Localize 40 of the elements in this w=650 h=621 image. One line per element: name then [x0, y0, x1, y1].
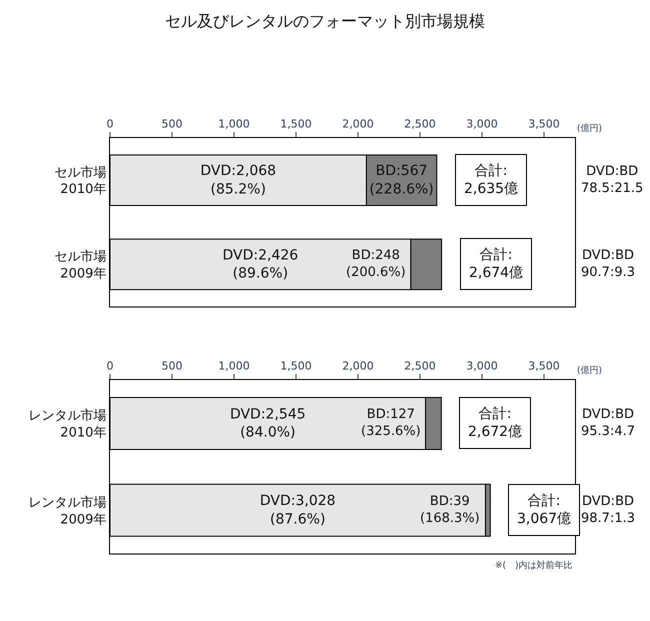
- x-tick-label: 3,500: [528, 360, 560, 373]
- y-tick-label: セル市場 2009年: [54, 249, 106, 282]
- x-tick-label: 500: [162, 118, 182, 131]
- data-label: BD:39 (168.3%): [420, 494, 480, 526]
- data-label: BD:127 (325.6%): [361, 407, 421, 439]
- y-tick-label: レンタル市場 2010年: [28, 408, 106, 440]
- x-tick-label: 0: [106, 118, 114, 131]
- text: DVD:BD 98.7:1.3: [581, 494, 635, 526]
- total-label: 合計: 2,672億: [468, 406, 522, 440]
- x-tick-label: 3,000: [466, 360, 498, 373]
- total-label: 合計: 2,635億: [464, 163, 518, 198]
- data-label: BD:248 (200.6%): [346, 248, 406, 280]
- x-tick-label: 2,000: [342, 360, 374, 373]
- x-tick-label: 2,500: [404, 118, 436, 131]
- data-label: DVD:2,068 (85.2%): [200, 163, 276, 198]
- x-tick-label: 0: [106, 360, 114, 373]
- x-tick-label: 1,000: [218, 360, 250, 373]
- x-tick-label: 1,500: [280, 360, 312, 373]
- x-tick-label: 500: [162, 360, 182, 373]
- total-label: 合計: 3,067億: [517, 493, 572, 528]
- text: DVD:BD 90.7:9.3: [581, 248, 635, 280]
- x-tick-label: 2,000: [342, 118, 374, 131]
- total-label: 合計: 2,674億: [469, 247, 524, 282]
- chart-title: セル及びレンタルのフォーマット別市場規模: [165, 12, 485, 31]
- data-label: BD:567 (228.6%): [369, 163, 434, 198]
- y-tick-label: セル市場 2010年: [54, 165, 106, 198]
- x-tick-label: 3,000: [466, 118, 498, 131]
- data-label: DVD:2,426 (89.6%): [222, 247, 298, 282]
- text: (億円): [577, 365, 602, 376]
- data-label: DVD:3,028 (87.6%): [260, 493, 336, 528]
- x-tick-label: 3,500: [528, 118, 560, 131]
- text: ※( )内は対前年比: [495, 560, 573, 571]
- y-tick-label: レンタル市場 2009年: [28, 495, 106, 528]
- text: (億円): [577, 123, 602, 134]
- data-label: DVD:2,545 (84.0%): [230, 406, 306, 441]
- x-tick-label: 1,500: [280, 118, 312, 131]
- text: DVD:BD 78.5:21.5: [581, 164, 644, 196]
- text: DVD:BD 95.3:4.7: [581, 407, 635, 439]
- x-tick-label: 2,500: [404, 360, 436, 373]
- x-tick-label: 1,000: [218, 118, 250, 131]
